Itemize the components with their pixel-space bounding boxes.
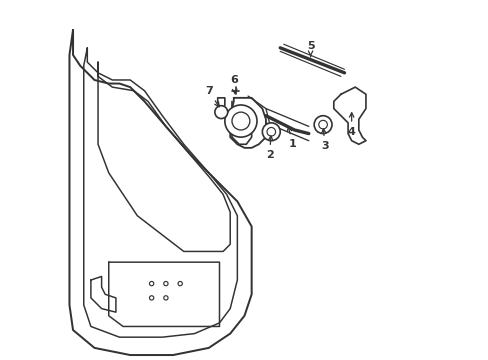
Text: 2: 2 [265, 136, 273, 160]
Circle shape [313, 116, 331, 134]
Circle shape [224, 105, 257, 137]
Text: 7: 7 [204, 86, 219, 107]
Circle shape [214, 106, 227, 118]
Text: 1: 1 [287, 127, 296, 149]
Text: 4: 4 [347, 113, 355, 137]
Text: 6: 6 [229, 75, 237, 94]
Circle shape [262, 123, 280, 141]
Text: 3: 3 [321, 129, 328, 151]
Text: 5: 5 [306, 41, 314, 57]
